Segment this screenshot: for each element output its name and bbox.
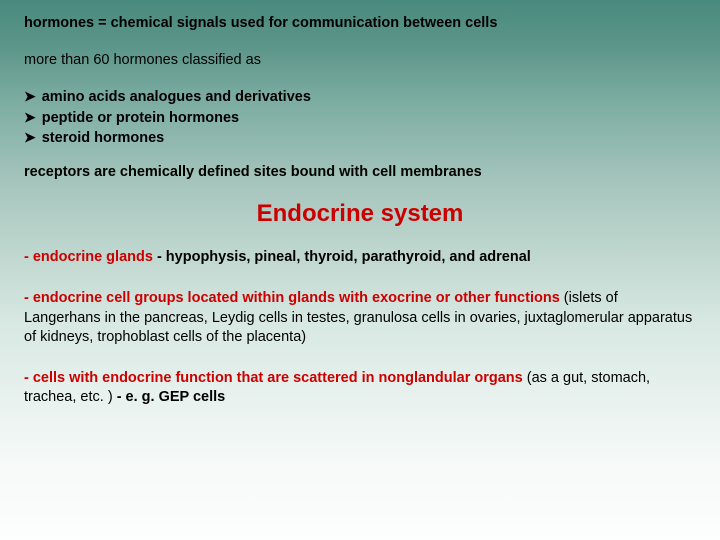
bullet-icon: ➤ bbox=[24, 108, 36, 127]
section-lead: - cells with endocrine function that are… bbox=[24, 370, 523, 386]
section-rest: - hypophysis, pineal, thyroid, parathyro… bbox=[153, 249, 531, 265]
bullet-icon: ➤ bbox=[24, 128, 36, 147]
bullet-item: ➤ steroid hormones bbox=[24, 128, 696, 149]
section-lead: - endocrine glands bbox=[24, 249, 153, 265]
bullet-item: ➤ amino acids analogues and derivatives bbox=[24, 87, 696, 108]
section-lead: - endocrine cell groups located within g… bbox=[24, 290, 560, 306]
page-heading: Endocrine system bbox=[24, 200, 696, 228]
bullet-text: amino acids analogues and derivatives bbox=[42, 88, 311, 108]
section-cellgroups: - endocrine cell groups located within g… bbox=[24, 289, 696, 348]
section-rest-b: - e. g. GEP cells bbox=[117, 389, 226, 405]
bullet-item: ➤ peptide or protein hormones bbox=[24, 108, 696, 129]
bullet-text: peptide or protein hormones bbox=[42, 109, 239, 129]
receptors-line: receptors are chemically defined sites b… bbox=[24, 163, 696, 183]
bullet-icon: ➤ bbox=[24, 87, 36, 106]
classified-line: more than 60 hormones classified as bbox=[24, 51, 696, 71]
bullet-text: steroid hormones bbox=[42, 129, 164, 149]
definition-line: hormones = chemical signals used for com… bbox=[24, 14, 696, 34]
section-glands: - endocrine glands - hypophysis, pineal,… bbox=[24, 248, 696, 268]
section-scattered: - cells with endocrine function that are… bbox=[24, 369, 696, 408]
